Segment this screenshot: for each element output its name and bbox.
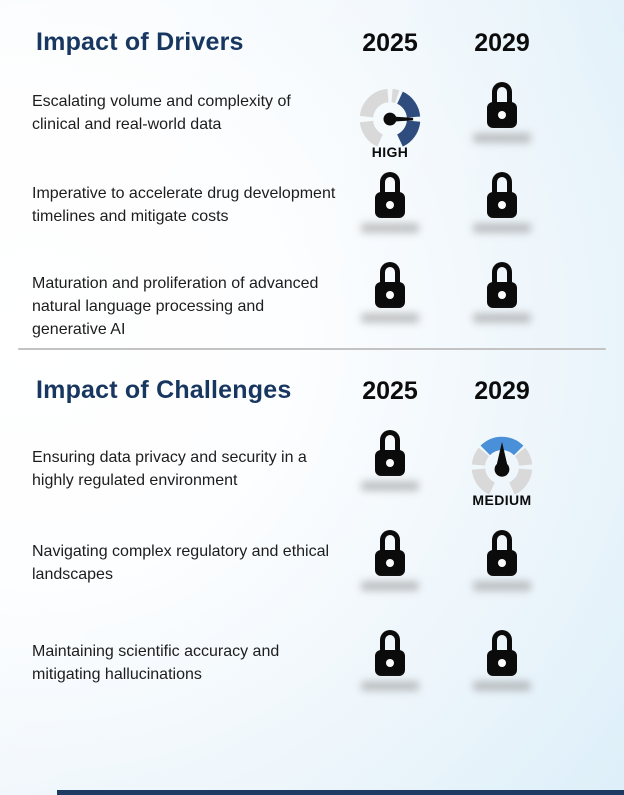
- lock-icon: [375, 262, 405, 308]
- impact-cell-gauge-high: HIGH: [335, 80, 445, 160]
- blurred-value: [361, 223, 419, 233]
- challenge-label: Navigating complex regulatory and ethica…: [32, 543, 330, 583]
- blurred-value: [361, 681, 419, 691]
- impact-cell-locked[interactable]: [447, 170, 557, 233]
- lock-icon: [487, 172, 517, 218]
- driver-label: Escalating volume and complexity of clin…: [32, 93, 291, 133]
- blurred-value: [473, 681, 531, 691]
- impact-cell-locked[interactable]: [335, 260, 445, 323]
- gauge-medium-icon: [471, 436, 533, 495]
- column-header-2029: 2029: [474, 29, 530, 57]
- lock-icon: [375, 630, 405, 676]
- gauge-high-icon: [359, 88, 421, 147]
- blurred-value: [473, 223, 531, 233]
- bottom-accent-bar: [57, 790, 624, 795]
- challenges-section-header: Impact of Challenges 2025 2029: [0, 376, 624, 410]
- drivers-section-header: Impact of Drivers 2025 2029: [0, 28, 624, 62]
- lock-icon: [487, 262, 517, 308]
- drivers-section-title: Impact of Drivers: [36, 28, 244, 56]
- challenges-section-title: Impact of Challenges: [36, 376, 292, 404]
- blurred-value: [473, 133, 531, 143]
- impact-cell-gauge-medium: MEDIUM: [447, 428, 557, 508]
- impact-level-label: MEDIUM: [472, 492, 532, 508]
- blurred-value: [473, 313, 531, 323]
- impact-cell-locked[interactable]: [335, 170, 445, 233]
- lock-icon: [487, 530, 517, 576]
- column-header-2025: 2025: [362, 377, 418, 405]
- section-divider: [18, 348, 606, 350]
- blurred-value: [361, 313, 419, 323]
- blurred-value: [361, 481, 419, 491]
- challenge-label: Maintaining scientific accuracy and miti…: [32, 643, 280, 683]
- impact-cell-locked[interactable]: [447, 260, 557, 323]
- impact-cell-locked[interactable]: [447, 628, 557, 691]
- lock-icon: [375, 530, 405, 576]
- impact-cell-locked[interactable]: [447, 528, 557, 591]
- blurred-value: [361, 581, 419, 591]
- column-header-2029: 2029: [474, 377, 530, 405]
- blurred-value: [473, 581, 531, 591]
- driver-label: Imperative to accelerate drug developmen…: [32, 185, 336, 225]
- impact-cell-locked[interactable]: [447, 80, 557, 143]
- impact-level-label: HIGH: [371, 144, 409, 160]
- lock-icon: [487, 630, 517, 676]
- column-header-2025: 2025: [362, 29, 418, 57]
- lock-icon: [375, 430, 405, 476]
- impact-cell-locked[interactable]: [335, 528, 445, 591]
- challenge-label: Ensuring data privacy and security in a …: [32, 449, 307, 489]
- impact-cell-locked[interactable]: [335, 628, 445, 691]
- impact-cell-locked[interactable]: [335, 428, 445, 491]
- driver-label: Maturation and proliferation of advanced…: [32, 275, 319, 338]
- lock-icon: [375, 172, 405, 218]
- lock-icon: [487, 82, 517, 128]
